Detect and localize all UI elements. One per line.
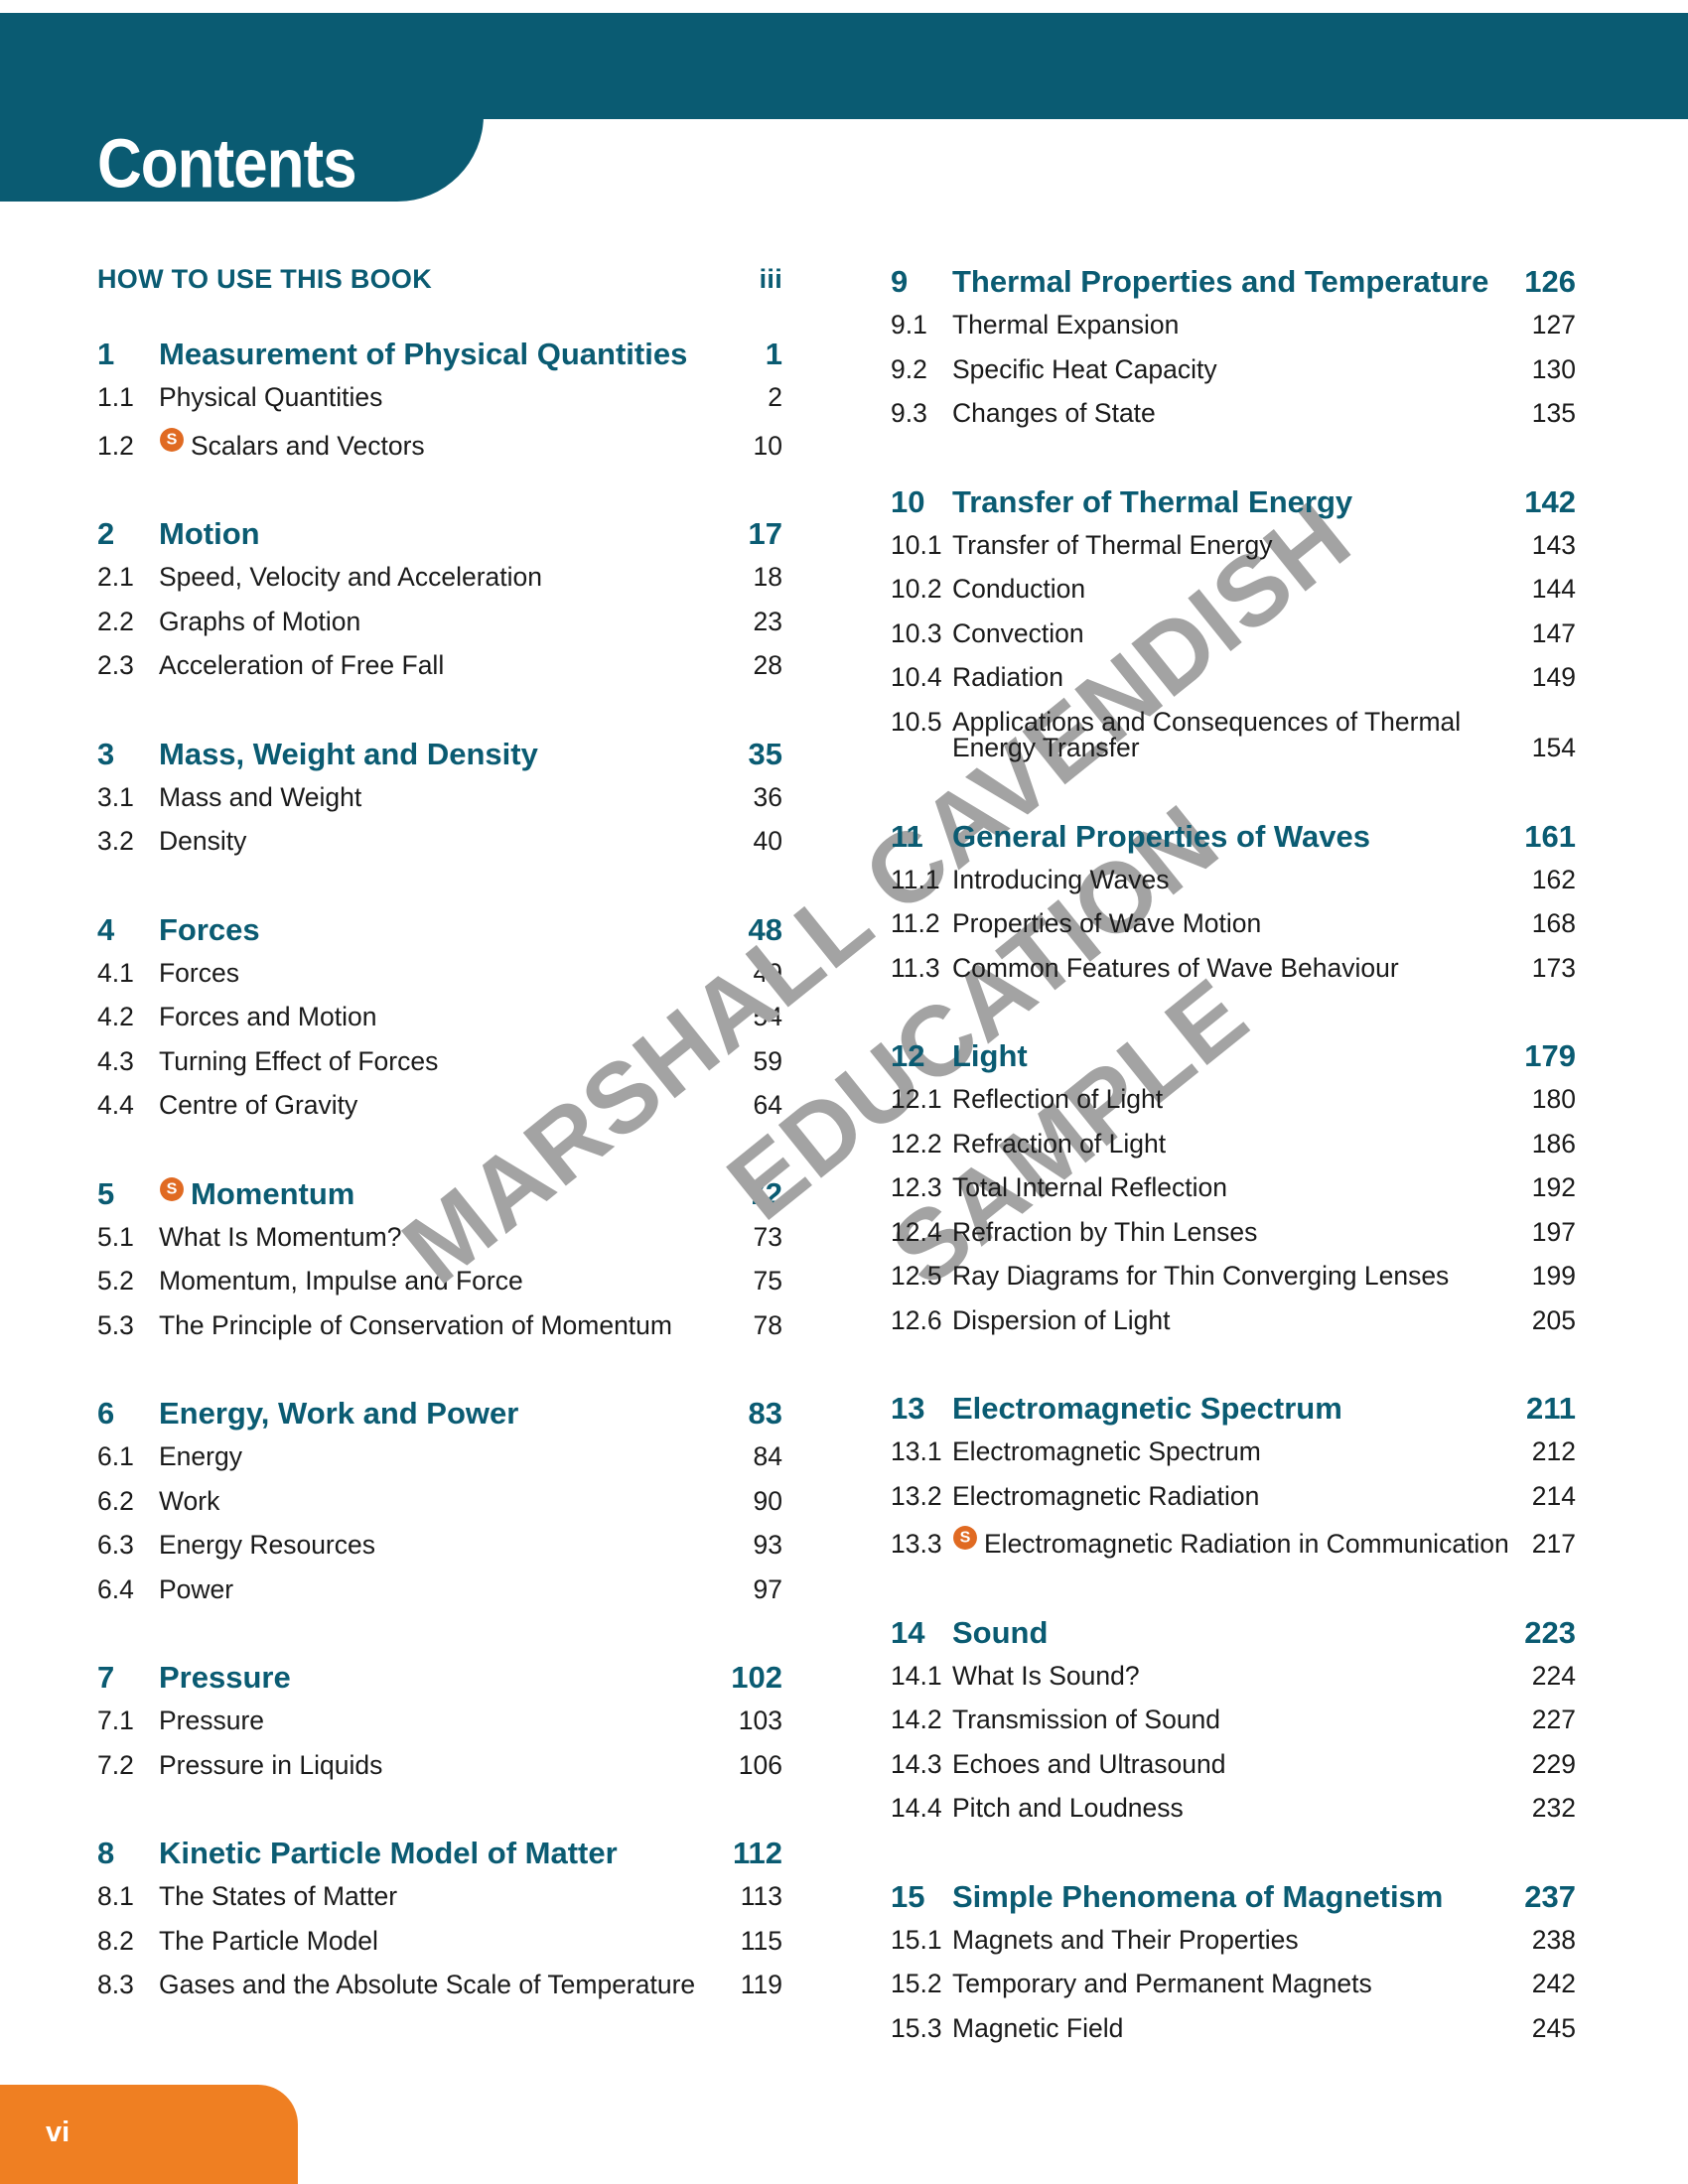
svg-text:S: S xyxy=(167,1179,178,1197)
svg-text:S: S xyxy=(167,430,178,448)
svg-text:S: S xyxy=(960,1529,971,1547)
